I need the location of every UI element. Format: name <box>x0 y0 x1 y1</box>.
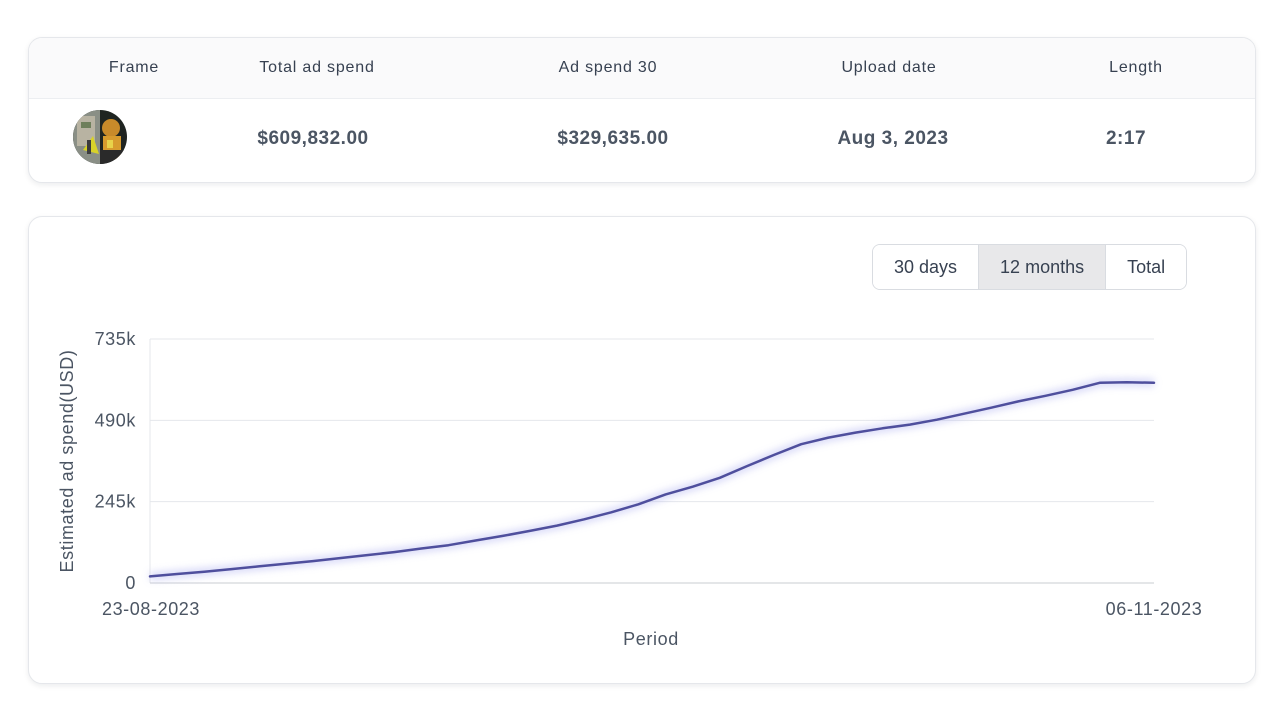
ad-spend-chart-card: 30 days 12 months Total 0 245k 490k 735k 23… <box>28 216 1256 684</box>
video-thumbnail-icon[interactable] <box>73 110 127 164</box>
x-tick-label-end: 06-11-2023 <box>1106 599 1203 619</box>
upload-date-value: Aug 3, 2023 <box>837 128 949 149</box>
range-30-days-button[interactable]: 30 days <box>873 245 980 289</box>
ad-spend-30-value: $329,635.00 <box>557 128 669 149</box>
header-ad-spend-30: Ad spend 30 <box>558 59 658 76</box>
series-line-shadow <box>149 378 1155 580</box>
y-tick-label: 490k <box>95 410 137 430</box>
y-tick-label: 735k <box>95 329 137 349</box>
y-axis-ticks: 0 245k 490k 735k <box>95 329 137 593</box>
y-axis-title: Estimated ad spend(USD) <box>57 350 77 573</box>
length-value: 2:17 <box>1105 128 1147 149</box>
ad-stats-table: Frame Total ad spend Ad spend 30 Upload … <box>28 37 1256 183</box>
series-line <box>148 380 1156 578</box>
y-tick-label: 0 <box>125 573 136 593</box>
range-12-months-button[interactable]: 12 months <box>979 245 1107 289</box>
x-tick-label-start: 23-08-2023 <box>102 599 200 619</box>
header-frame: Frame <box>108 59 160 76</box>
range-selector: 30 days 12 months Total <box>872 244 1188 290</box>
header-upload-date: Upload date <box>841 59 937 76</box>
total-ad-spend-value: $609,832.00 <box>257 128 369 149</box>
table-header: Frame Total ad spend Ad spend 30 Upload … <box>29 38 1255 99</box>
ad-spend-line-chart: 0 245k 490k 735k 23-08-2023 06-11-2023 Peri… <box>57 329 1203 649</box>
x-axis-title: Period <box>623 629 679 649</box>
header-total-ad-spend: Total ad spend <box>259 59 375 76</box>
y-tick-label: 245k <box>95 492 137 512</box>
range-total-button[interactable]: Total <box>1106 245 1187 289</box>
header-length: Length <box>1109 59 1163 76</box>
chart-grid <box>150 338 1154 503</box>
